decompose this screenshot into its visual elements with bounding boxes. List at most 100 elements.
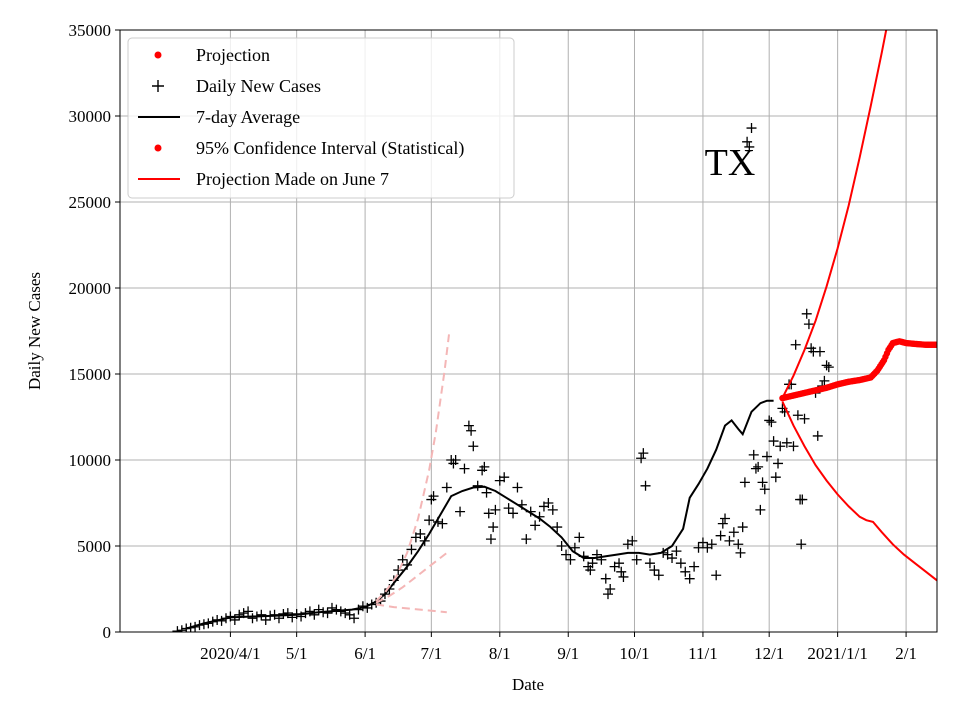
daily-case-point: [796, 539, 807, 550]
daily-case-point: [569, 542, 580, 553]
y-tick-label: 10000: [69, 451, 112, 470]
daily-case-point: [803, 319, 814, 330]
x-tick-label: 2021/1/1: [807, 644, 867, 663]
daily-case-point: [521, 534, 532, 545]
y-tick-label: 30000: [69, 107, 112, 126]
daily-case-point: [735, 547, 746, 558]
daily-case-point: [744, 141, 755, 152]
state-label: TX: [705, 142, 756, 184]
daily-case-point: [278, 608, 289, 619]
daily-case-point: [393, 565, 404, 576]
daily-case-point: [671, 546, 682, 557]
daily-case-point: [680, 566, 691, 577]
daily-case-point: [792, 410, 803, 421]
daily-case-point: [801, 308, 812, 319]
daily-case-point: [649, 565, 660, 576]
y-tick-label: 20000: [69, 279, 112, 298]
x-tick-label: 12/1: [754, 644, 784, 663]
daily-case-point: [799, 413, 810, 424]
daily-case-point: [602, 589, 613, 600]
daily-case-point: [711, 570, 722, 581]
plot-frame: [119, 29, 938, 633]
daily-case-point: [812, 430, 823, 441]
daily-case-point: [243, 606, 254, 617]
daily-case-point: [483, 508, 494, 519]
daily-case-point: [821, 360, 832, 371]
daily-case-point: [720, 513, 731, 524]
daily-case-point: [172, 626, 183, 632]
daily-case-point: [565, 554, 576, 565]
daily-case-point: [234, 609, 245, 620]
series-line: [185, 399, 774, 630]
daily-case-point: [463, 420, 474, 431]
daily-case-point: [490, 504, 501, 515]
x-tick-label: 2020/4/1: [200, 644, 260, 663]
series-projection: [779, 338, 937, 402]
daily-case-point: [428, 491, 439, 502]
daily-case-point: [693, 542, 704, 553]
x-tick-label: 8/1: [489, 644, 511, 663]
daily-case-point: [561, 549, 572, 560]
daily-case-point: [322, 608, 333, 619]
series-projection-made-on-june-7: [781, 30, 888, 399]
daily-case-point: [450, 455, 461, 465]
daily-case-point: [814, 346, 825, 357]
daily-case-point: [717, 518, 728, 529]
series-line: [375, 603, 447, 614]
daily-new-cases-series: [172, 123, 834, 632]
daily-case-point: [552, 522, 563, 533]
daily-case-point: [282, 608, 293, 619]
daily-case-point: [757, 477, 768, 488]
daily-case-point: [176, 625, 187, 632]
daily-case-point: [508, 508, 519, 519]
legend-item: 7-day Average: [138, 107, 300, 127]
legend-label: 95% Confidence Interval (Statistical): [196, 138, 464, 159]
daily-case-point: [750, 463, 761, 474]
daily-case-point: [644, 558, 655, 569]
daily-case-point: [746, 123, 757, 134]
legend-label: Projection Made on June 7: [196, 169, 389, 189]
daily-case-point: [466, 425, 477, 436]
daily-case-point: [614, 558, 625, 569]
daily-case-point: [753, 461, 764, 472]
daily-case-point: [819, 375, 830, 386]
daily-case-point: [768, 436, 779, 447]
daily-case-point: [512, 482, 523, 493]
daily-case-point: [781, 437, 792, 448]
daily-case-point: [547, 504, 558, 515]
daily-case-point: [587, 558, 598, 569]
daily-case-point: [503, 503, 514, 514]
x-axis: 2020/4/1 5/1 6/1 7/1 8/1 9/1 10/1 11/1 12/1 2021/…: [200, 632, 917, 663]
daily-case-point: [627, 535, 638, 546]
daily-case-point: [728, 527, 739, 538]
daily-case-point: [653, 570, 664, 581]
series-line: [781, 401, 937, 582]
series-line: [375, 552, 448, 604]
daily-case-point: [605, 584, 616, 594]
legend-label: 7-day Average: [196, 107, 300, 127]
daily-case-point: [437, 518, 448, 529]
x-tick-label: 7/1: [420, 644, 442, 663]
series-line: [375, 334, 450, 602]
daily-case-point: [737, 522, 748, 533]
series-line: [781, 30, 888, 399]
y-tick-label: 35000: [69, 21, 112, 40]
series-7-day-average: [185, 399, 774, 630]
legend: Projection Daily New Cases 7-day Average 95…: [127, 37, 515, 199]
daily-case-point: [739, 477, 750, 488]
legend-dot-marker: [154, 144, 162, 152]
y-tick-label: 0: [103, 623, 112, 642]
legend-item: 95% Confidence Interval (Statistical): [154, 138, 464, 159]
daily-case-point: [468, 441, 479, 452]
legend-box: [127, 37, 515, 199]
legend-label: Projection: [196, 45, 270, 65]
y-tick-label: 25000: [69, 193, 112, 212]
daily-case-point: [472, 480, 483, 491]
daily-case-point: [640, 480, 651, 491]
daily-case-point: [530, 520, 541, 531]
series-95-ci-lower-bound: [781, 401, 937, 582]
daily-case-point: [488, 522, 499, 533]
daily-case-point: [631, 554, 642, 565]
series-early-projection-jul-middle: [375, 552, 448, 604]
daily-case-point: [616, 566, 627, 577]
